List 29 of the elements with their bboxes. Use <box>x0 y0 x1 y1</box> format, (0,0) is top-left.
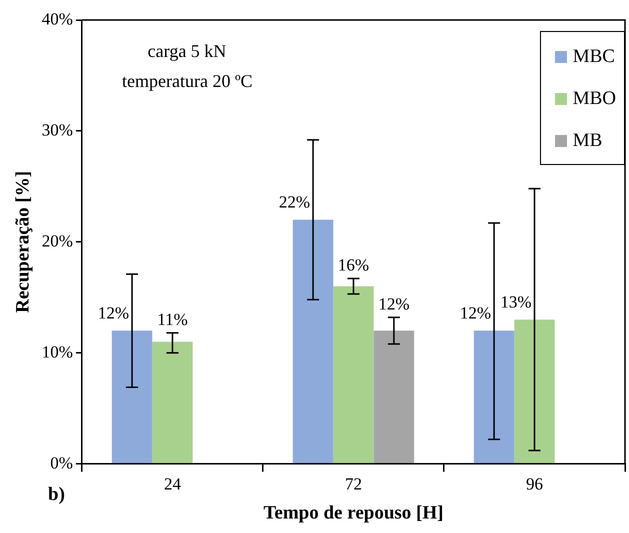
x-tick-label: 72 <box>344 474 362 494</box>
data-label: 12% <box>460 304 492 323</box>
bar <box>474 330 514 464</box>
x-axis-title: Tempo de repouso [H] <box>263 502 444 524</box>
y-tick-label: 40% <box>42 9 73 28</box>
data-label: 16% <box>338 255 370 274</box>
bar <box>333 286 374 464</box>
y-tick-label: 20% <box>42 231 73 250</box>
y-tick-label: 0% <box>50 453 73 472</box>
annotation: carga 5 kN temperatura 20 ºC <box>122 40 253 93</box>
bar <box>514 320 555 464</box>
y-axis-title: Recuperação [%] <box>12 170 34 313</box>
data-label: 12% <box>98 304 130 323</box>
legend-label: MBO <box>572 88 616 110</box>
bar <box>112 330 152 464</box>
bar <box>374 330 414 464</box>
data-label: 11% <box>157 310 188 329</box>
y-tick-label: 10% <box>42 342 73 362</box>
bar <box>152 342 193 464</box>
data-label: 22% <box>278 192 310 212</box>
legend-label: MB <box>572 130 602 152</box>
legend-label: MBC <box>572 46 615 68</box>
x-tick-label: 96 <box>526 474 543 494</box>
data-label: 12% <box>378 294 410 314</box>
text: b) <box>48 484 65 506</box>
data-label: 13% <box>500 292 532 312</box>
x-tick-label: 24 <box>164 474 182 494</box>
y-tick-label: 30% <box>42 120 73 140</box>
bar <box>292 220 334 464</box>
